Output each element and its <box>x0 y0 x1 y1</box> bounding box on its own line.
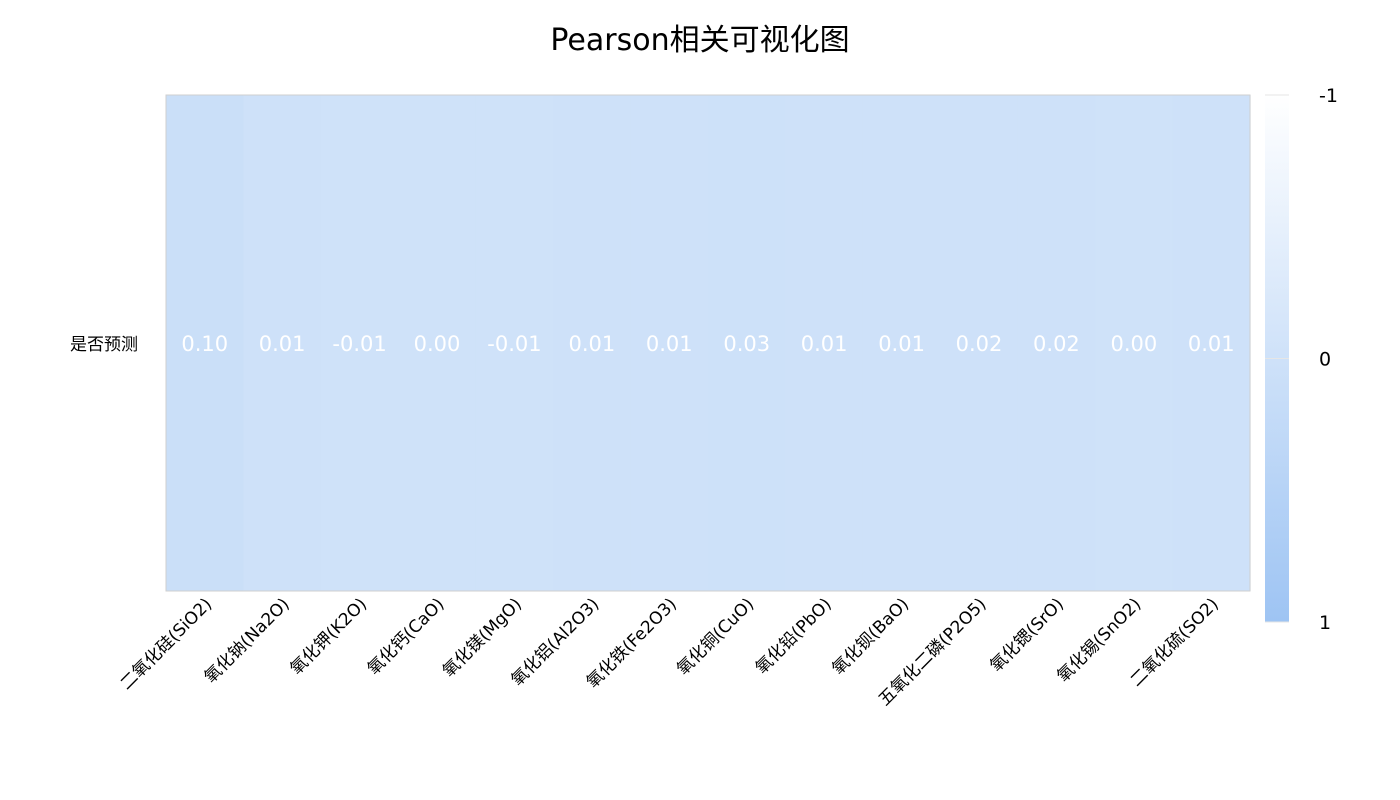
column-label: 二氧化硅(SiO2) <box>117 594 217 694</box>
heatmap-cell <box>708 95 787 591</box>
colorbar-tick-label: 1 <box>1319 612 1331 634</box>
column-labels: 二氧化硅(SiO2)氧化钠(Na2O)氧化钾(K2O)氧化钙(CaO)氧化镁(M… <box>117 594 1223 710</box>
column-label: 氧化镁(MgO) <box>439 594 526 681</box>
heatmap-cell <box>1095 95 1174 591</box>
heatmap-cells <box>166 95 1251 591</box>
cell-value-label: 0.01 <box>801 332 848 356</box>
cell-value-label: 0.02 <box>956 332 1003 356</box>
column-label: 氧化钡(BaO) <box>828 594 913 679</box>
cell-value-label: 0.10 <box>181 332 228 356</box>
heatmap-cell <box>475 95 554 591</box>
heatmap-cell <box>1017 95 1096 591</box>
column-label: 氧化钾(K2O) <box>287 594 372 679</box>
heatmap-cell <box>940 95 1019 591</box>
heatmap-cell <box>862 95 941 591</box>
row-labels: 是否预测 <box>70 335 138 355</box>
heatmap-cell <box>166 95 245 591</box>
colorbar-tick-label: -1 <box>1319 85 1338 107</box>
cell-value-label: 0.01 <box>646 332 693 356</box>
plot-border <box>165 94 1251 592</box>
heatmap-cell <box>630 95 709 591</box>
heatmap-cell <box>553 95 632 591</box>
cell-value-label: 0.00 <box>414 332 461 356</box>
cell-value-label: 0.03 <box>723 332 770 356</box>
heatmap-cell <box>785 95 864 591</box>
cell-value-label: 0.00 <box>1110 332 1157 356</box>
column-label: 氧化铅(PbO) <box>752 594 836 678</box>
colorbar-tick-label: 0 <box>1319 349 1331 371</box>
heatmap-cell <box>320 95 399 591</box>
cell-value-label: -0.01 <box>332 332 386 356</box>
cell-value-label: 0.01 <box>568 332 615 356</box>
cell-value-label: -0.01 <box>487 332 541 356</box>
chart-title: Pearson相关可视化图 <box>550 23 849 58</box>
column-label: 氧化铜(CuO) <box>673 594 758 679</box>
cell-value-label: 0.01 <box>259 332 306 356</box>
column-label: 氧化钙(CaO) <box>364 594 449 679</box>
cell-value-labels: 0.10 0.01 -0.01 0.00 -0.01 0.01 0.01 0.03 0.01 0.… <box>181 332 1234 356</box>
column-label: 氧化锶(SrO) <box>986 594 1068 676</box>
heatmap-cell <box>1172 95 1251 591</box>
colorbar: -1 0 1 <box>1265 85 1338 634</box>
cell-value-label: 0.01 <box>1188 332 1235 356</box>
cell-value-label: 0.01 <box>878 332 925 356</box>
row-label: 是否预测 <box>70 335 138 355</box>
heatmap-cell <box>243 95 322 591</box>
heatmap-cell <box>398 95 477 591</box>
cell-value-label: 0.02 <box>1033 332 1080 356</box>
